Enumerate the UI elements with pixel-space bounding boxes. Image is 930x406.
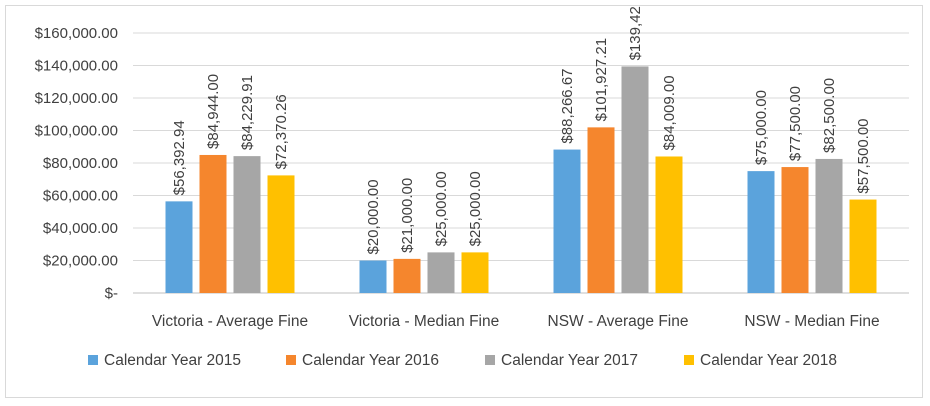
legend-label: Calendar Year 2015	[104, 352, 241, 369]
bar-4-2	[461, 252, 489, 293]
bar-3-2	[427, 252, 455, 293]
bar-4-4	[849, 199, 877, 293]
y-tick-label: $-	[105, 285, 118, 302]
bar-3-1	[233, 156, 261, 293]
x-tick-label: Victoria - Average Fine	[152, 313, 308, 330]
y-tick-label: $100,000.00	[35, 123, 118, 140]
legend-label: Calendar Year 2016	[302, 352, 439, 369]
data-label: $77,500.00	[787, 86, 804, 161]
bar-2-1	[199, 154, 227, 293]
bar-4-1	[267, 175, 295, 293]
data-label: $82,500.00	[821, 78, 838, 153]
data-label: $101,927.21	[593, 38, 610, 121]
y-tick-label: $20,000.00	[43, 253, 118, 270]
bar-2-4	[781, 167, 809, 293]
bar-2-2	[393, 258, 421, 293]
data-label: $75,000.00	[753, 90, 770, 165]
data-label: $25,000.00	[467, 171, 484, 246]
data-label: $88,266.67	[559, 68, 576, 143]
bar-3-3	[621, 66, 649, 293]
data-label: $56,392.94	[171, 120, 188, 195]
y-tick-label: $40,000.00	[43, 220, 118, 237]
y-tick-label: $160,000.00	[35, 25, 118, 42]
bar-4-3	[655, 156, 683, 293]
y-tick-label: $80,000.00	[43, 155, 118, 172]
y-tick-label: $60,000.00	[43, 188, 118, 205]
data-label: $57,500.00	[855, 118, 872, 193]
data-label: $21,000.00	[399, 178, 416, 253]
bar-1-3	[553, 149, 581, 293]
data-label: $25,000.00	[433, 171, 450, 246]
data-label: $72,370.26	[273, 94, 290, 169]
bar-3-4	[815, 158, 843, 293]
bar-1-2	[359, 260, 387, 293]
bar-2-3	[587, 127, 615, 293]
y-tick-label: $120,000.00	[35, 90, 118, 107]
data-label: $84,944.00	[205, 74, 222, 149]
bar-chart: $160,000.00 $140,000.00 $120,000.00 $100,00…	[35, 0, 909, 369]
bar-1-1	[165, 201, 193, 293]
legend-swatch	[286, 355, 296, 365]
y-tick-label: $140,000.00	[35, 58, 118, 75]
data-label: $84,229.91	[239, 75, 256, 150]
x-tick-label: NSW - Median Fine	[744, 313, 879, 330]
legend-swatch	[485, 355, 495, 365]
data-label: $20,000.00	[365, 179, 382, 254]
legend-swatch	[88, 355, 98, 365]
legend-swatch	[684, 355, 694, 365]
data-label: $139,428.57	[627, 6, 644, 60]
x-tick-label: Victoria - Median Fine	[349, 313, 499, 330]
data-label: $84,009.00	[661, 75, 678, 150]
chart-frame: $160,000.00 $140,000.00 $120,000.00 $100,00…	[5, 0, 923, 398]
x-tick-label: NSW - Average Fine	[548, 313, 689, 330]
bar-1-4	[747, 171, 775, 293]
legend-label: Calendar Year 2018	[700, 352, 837, 369]
legend-label: Calendar Year 2017	[501, 352, 638, 369]
